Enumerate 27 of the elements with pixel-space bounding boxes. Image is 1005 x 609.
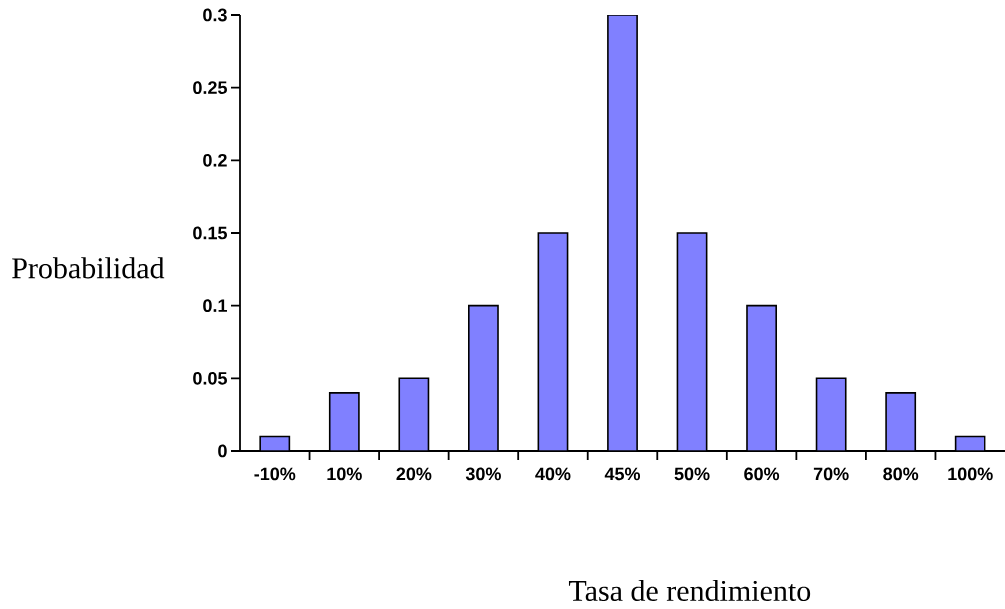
bar bbox=[746, 304, 777, 451]
y-tick-label: 0.25 bbox=[193, 81, 227, 95]
y-tick-label: 0.15 bbox=[193, 226, 227, 240]
y-tick-label: 0.05 bbox=[193, 371, 227, 385]
bar bbox=[607, 14, 638, 451]
y-tick-label: 0.3 bbox=[203, 8, 227, 22]
y-tick-label: 0 bbox=[218, 444, 227, 458]
x-tick-label: 10% bbox=[327, 467, 362, 481]
y-tick-label: 0.2 bbox=[203, 153, 227, 167]
bar bbox=[398, 377, 430, 451]
x-tick-label: 60% bbox=[744, 467, 780, 481]
x-tick-label: 100% bbox=[948, 467, 993, 481]
bar bbox=[468, 304, 499, 451]
bar bbox=[537, 232, 569, 451]
x-tick-label: 45% bbox=[604, 467, 641, 481]
bar bbox=[815, 377, 847, 451]
bar bbox=[676, 232, 708, 451]
x-tick-label: 30% bbox=[465, 467, 501, 481]
x-tick-label: -10% bbox=[254, 467, 296, 481]
x-tick-label: 20% bbox=[396, 467, 432, 481]
x-axis-title: Tasa de rendimiento bbox=[568, 579, 811, 602]
x-tick-label: 70% bbox=[813, 467, 849, 481]
x-tick-label: 40% bbox=[535, 467, 571, 481]
x-tick-label: 80% bbox=[883, 467, 919, 481]
x-tick-label: 50% bbox=[674, 467, 710, 481]
y-tick-label: 0.1 bbox=[203, 299, 227, 313]
y-axis-title: Probabilidad bbox=[12, 257, 165, 279]
